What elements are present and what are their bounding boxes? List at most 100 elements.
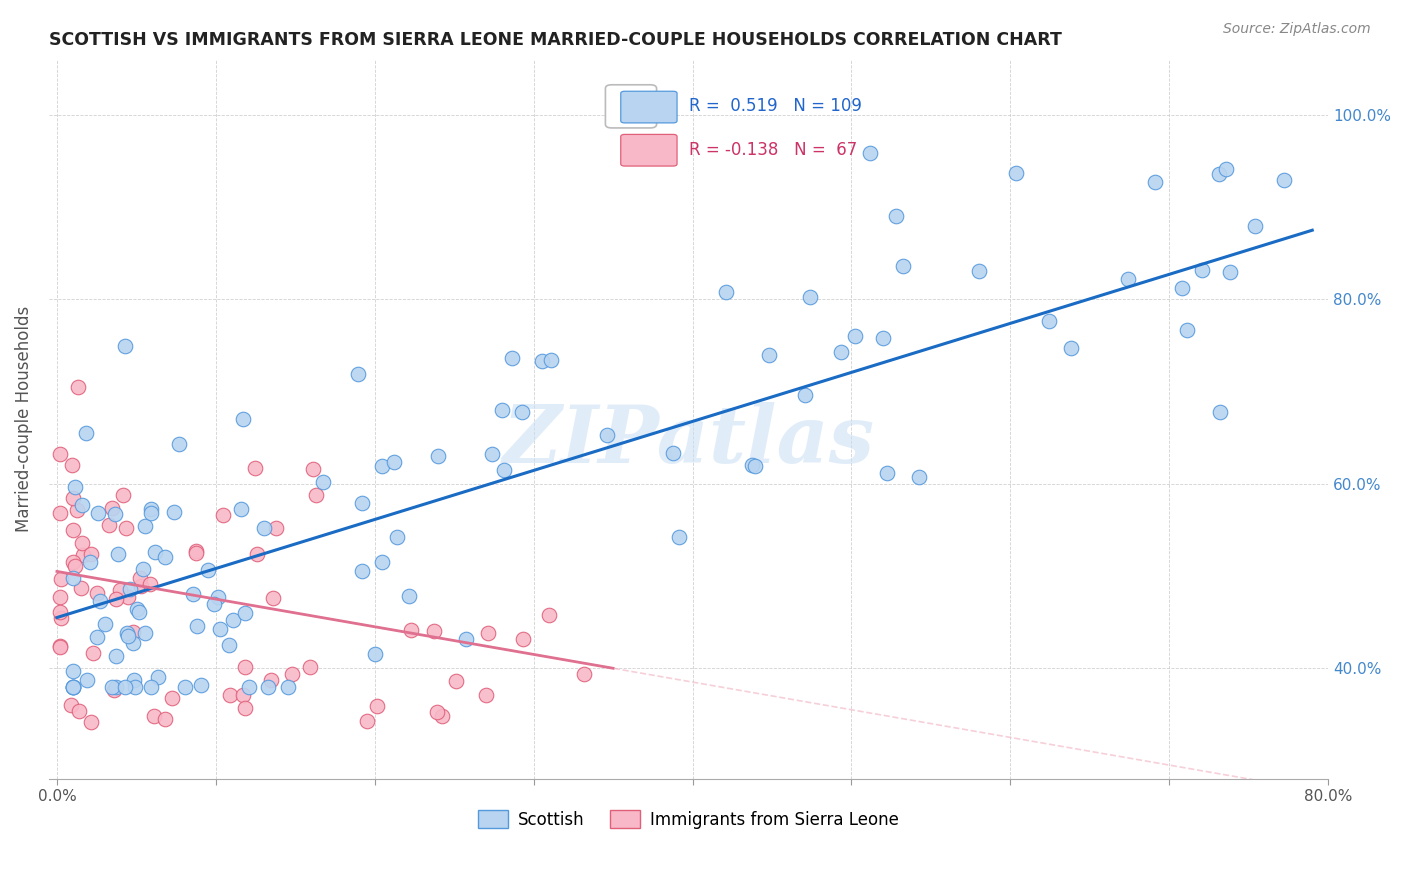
Point <box>190 678 212 692</box>
Point <box>398 589 420 603</box>
Point <box>70 498 93 512</box>
Point <box>89 594 111 608</box>
Point <box>60 458 83 472</box>
Point <box>299 659 322 673</box>
Point <box>76 673 98 687</box>
Point <box>253 521 276 535</box>
Point <box>143 545 166 559</box>
Point <box>115 521 138 535</box>
FancyBboxPatch shape <box>606 85 657 128</box>
Point <box>1209 405 1232 419</box>
Point <box>129 579 152 593</box>
Point <box>229 502 252 516</box>
Point <box>280 667 302 681</box>
Text: Source: ZipAtlas.com: Source: ZipAtlas.com <box>1223 22 1371 37</box>
Point <box>264 521 287 535</box>
Point <box>427 449 450 463</box>
Point <box>101 680 124 694</box>
Point <box>79 715 101 730</box>
Legend: Scottish, Immigrants from Sierra Leone: Scottish, Immigrants from Sierra Leone <box>471 804 905 835</box>
Point <box>494 463 516 477</box>
Point <box>104 508 127 522</box>
Point <box>134 519 156 533</box>
Y-axis label: Married-couple Households: Married-couple Households <box>15 306 32 533</box>
Point <box>104 648 127 663</box>
Point <box>257 680 280 694</box>
Point <box>844 329 866 343</box>
Point <box>572 667 595 681</box>
Point <box>531 354 554 368</box>
Point <box>243 461 266 475</box>
Point <box>63 480 86 494</box>
Point <box>211 508 233 522</box>
Point <box>139 680 162 694</box>
Point <box>114 680 136 694</box>
Point <box>59 698 82 713</box>
Point <box>105 592 128 607</box>
Point <box>197 564 219 578</box>
Point <box>246 547 269 561</box>
Point <box>347 368 370 382</box>
Point <box>153 549 176 564</box>
Point <box>1116 272 1139 286</box>
Text: R = -0.138   N =  67: R = -0.138 N = 67 <box>689 141 856 159</box>
Point <box>661 446 683 460</box>
Text: SCOTTISH VS IMMIGRANTS FROM SIERRA LEONE MARRIED-COUPLE HOUSEHOLDS CORRELATION C: SCOTTISH VS IMMIGRANTS FROM SIERRA LEONE… <box>49 31 1062 49</box>
Point <box>1191 263 1213 277</box>
Point <box>891 259 914 273</box>
Point <box>219 688 242 702</box>
Point <box>49 640 72 654</box>
Point <box>146 670 169 684</box>
Point <box>49 639 72 653</box>
Point <box>1208 167 1230 181</box>
Point <box>430 708 453 723</box>
FancyBboxPatch shape <box>621 91 678 123</box>
Point <box>139 501 162 516</box>
Point <box>1175 323 1198 337</box>
Point <box>1038 314 1060 328</box>
Point <box>259 673 281 687</box>
Point <box>422 624 444 638</box>
Point <box>596 428 619 442</box>
Point <box>799 290 821 304</box>
Point <box>232 412 254 426</box>
Point <box>233 607 256 621</box>
Point <box>262 591 284 605</box>
Point <box>141 506 163 520</box>
Point <box>512 405 534 419</box>
Point <box>370 556 392 570</box>
Point <box>82 646 104 660</box>
Point <box>475 688 498 702</box>
Point <box>207 591 229 605</box>
Point <box>115 625 138 640</box>
Point <box>94 617 117 632</box>
Text: ZIPatlas: ZIPatlas <box>502 402 875 480</box>
Point <box>70 536 93 550</box>
Point <box>238 680 260 694</box>
Point <box>1171 280 1194 294</box>
Point <box>352 564 374 578</box>
Point <box>512 632 534 646</box>
Point <box>122 624 145 639</box>
Point <box>859 146 882 161</box>
Point <box>908 470 931 484</box>
Point <box>129 571 152 585</box>
Point <box>371 458 394 473</box>
Point <box>51 572 73 586</box>
Point <box>884 209 907 223</box>
Point <box>830 344 852 359</box>
Point <box>107 547 129 561</box>
Point <box>98 518 121 533</box>
Point <box>872 331 894 345</box>
Point <box>134 626 156 640</box>
Point <box>218 638 240 652</box>
Point <box>80 547 103 561</box>
Point <box>1215 162 1237 177</box>
Point <box>481 447 503 461</box>
Point <box>62 664 84 678</box>
Point <box>793 388 815 402</box>
Point <box>385 530 408 544</box>
Point <box>62 523 84 537</box>
Point <box>105 680 128 694</box>
Point <box>69 582 91 596</box>
